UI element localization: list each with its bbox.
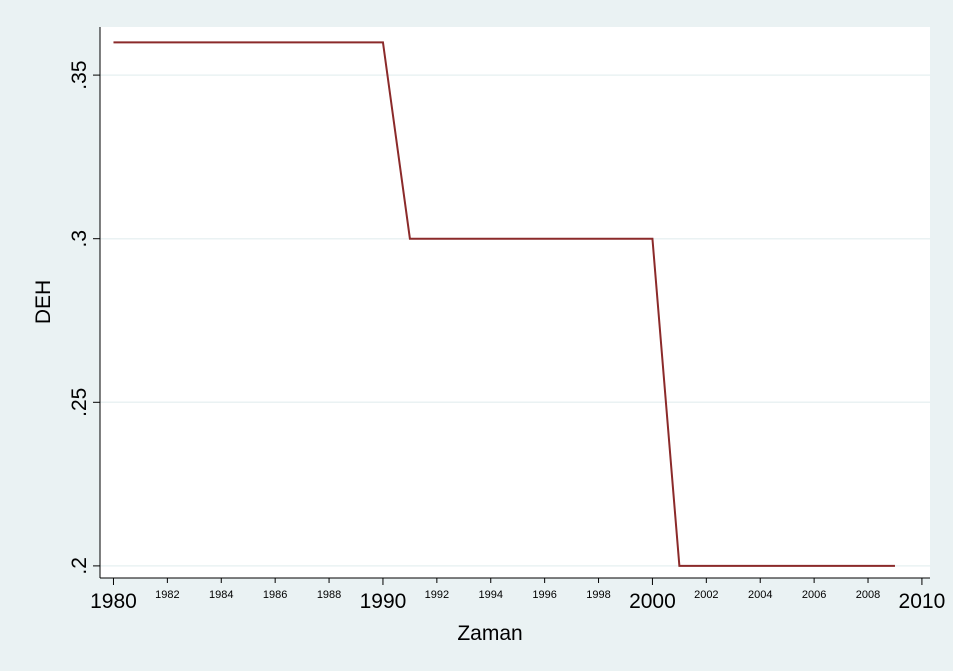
plot-area <box>100 27 930 578</box>
x-minor-tick-label: 2004 <box>748 589 772 601</box>
x-minor-tick-label: 1986 <box>263 589 287 601</box>
x-minor-tick-label: 2008 <box>856 589 880 601</box>
y-tick-label: .25 <box>68 388 91 417</box>
y-tick-label: .2 <box>68 557 91 575</box>
x-minor-tick-label: 1984 <box>209 589 233 601</box>
x-minor-tick-label: 1994 <box>479 589 503 601</box>
x-minor-tick-label: 2002 <box>694 589 718 601</box>
x-minor-tick-label: 1996 <box>532 589 556 601</box>
x-minor-tick-label: 1998 <box>586 589 610 601</box>
y-axis-title: DEH <box>32 280 55 324</box>
x-minor-tick-label: 1982 <box>155 589 179 601</box>
x-tick-label: 1980 <box>90 590 137 613</box>
x-axis-title: Zaman <box>457 622 522 645</box>
y-tick-label: .35 <box>68 60 91 89</box>
x-tick-label: 1990 <box>360 590 407 613</box>
x-minor-tick-label: 1988 <box>317 589 341 601</box>
x-minor-tick-label: 1992 <box>425 589 449 601</box>
x-minor-tick-label: 2006 <box>802 589 826 601</box>
y-tick-label: .3 <box>68 230 91 248</box>
x-tick-label: 2000 <box>629 590 676 613</box>
x-tick-label: 2010 <box>899 590 946 613</box>
data-line <box>113 41 895 567</box>
